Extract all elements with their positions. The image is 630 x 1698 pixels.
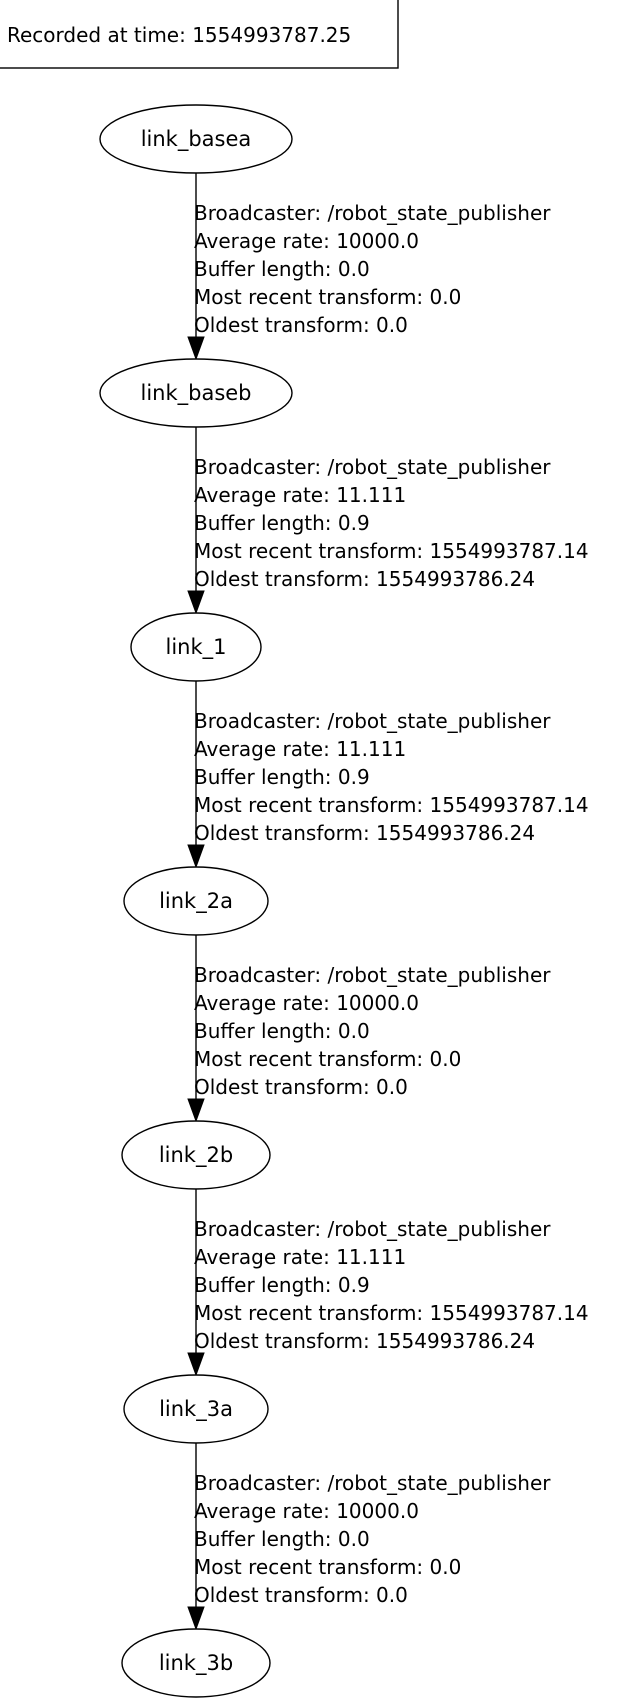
edge-label-line: Average rate: 11.111 — [194, 1245, 406, 1269]
edge-label-line: Buffer length: 0.0 — [194, 1019, 370, 1043]
node-label: link_baseb — [140, 381, 251, 406]
recorded-time-label: Recorded at time: 1554993787.25 — [7, 23, 351, 47]
node-label: link_2a — [159, 889, 233, 914]
arrowhead-icon — [187, 1098, 205, 1123]
edge-label-line: Average rate: 10000.0 — [194, 229, 419, 253]
node-link_3a[interactable]: link_3a — [123, 1374, 269, 1444]
edge-label-line: Average rate: 11.111 — [194, 737, 406, 761]
node-ellipse[interactable] — [123, 866, 269, 936]
edge-label-line: Average rate: 11.111 — [194, 483, 406, 507]
edge-label-line: Oldest transform: 0.0 — [194, 1583, 408, 1607]
edge-label-line: Broadcaster: /robot_state_publisher — [194, 455, 551, 479]
node-link_baseb[interactable]: link_baseb — [99, 358, 293, 428]
edge-label-line: Broadcaster: /robot_state_publisher — [194, 201, 551, 225]
edge-label-line: Buffer length: 0.9 — [194, 765, 370, 789]
node-link_2a[interactable]: link_2a — [123, 866, 269, 936]
arrowhead-icon — [187, 1606, 205, 1631]
node-link_2b[interactable]: link_2b — [121, 1120, 271, 1190]
node-label: link_3b — [159, 1651, 233, 1676]
nodes-layer: link_basea link_baseb link_1 link_2a link_2b… — [99, 104, 293, 1698]
node-ellipse[interactable] — [121, 1628, 271, 1698]
edge-label-line: Most recent transform: 0.0 — [194, 1555, 461, 1579]
edge-label-line: Broadcaster: /robot_state_publisher — [194, 1471, 551, 1495]
arrowhead-icon — [187, 844, 205, 869]
node-ellipse[interactable] — [130, 612, 262, 682]
edge-label-line: Buffer length: 0.0 — [194, 257, 370, 281]
edge-label-line: Oldest transform: 1554993786.24 — [194, 821, 535, 845]
edge-label-line: Broadcaster: /robot_state_publisher — [194, 963, 551, 987]
edge-label-line: Oldest transform: 0.0 — [194, 313, 408, 337]
edge-label-line: Broadcaster: /robot_state_publisher — [194, 709, 551, 733]
edge-label-line: Most recent transform: 1554993787.14 — [194, 793, 589, 817]
node-label: link_2b — [159, 1143, 233, 1168]
arrowhead-icon — [187, 336, 205, 361]
edge-label-line: Oldest transform: 1554993786.24 — [194, 1329, 535, 1353]
node-link_basea[interactable]: link_basea — [99, 104, 293, 174]
edge-label-line: Most recent transform: 0.0 — [194, 285, 461, 309]
edge-link_2b-to-link_3a: Broadcaster: /robot_state_publisher Avera… — [187, 1189, 589, 1377]
node-ellipse[interactable] — [121, 1120, 271, 1190]
edge-label-line: Buffer length: 0.9 — [194, 511, 370, 535]
edge-label-line: Broadcaster: /robot_state_publisher — [194, 1217, 551, 1241]
node-link_3b[interactable]: link_3b — [121, 1628, 271, 1698]
edge-link_3a-to-link_3b: Broadcaster: /robot_state_publisher Avera… — [187, 1443, 551, 1631]
arrowhead-icon — [187, 590, 205, 615]
node-ellipse[interactable] — [99, 358, 293, 428]
edge-link_2a-to-link_2b: Broadcaster: /robot_state_publisher Avera… — [187, 935, 551, 1123]
edge-link_baseb-to-link_1: Broadcaster: /robot_state_publisher Avera… — [187, 427, 589, 615]
edge-label-line: Buffer length: 0.9 — [194, 1273, 370, 1297]
edge-label-line: Most recent transform: 1554993787.14 — [194, 539, 589, 563]
edge-label-line: Oldest transform: 1554993786.24 — [194, 567, 535, 591]
node-link_1[interactable]: link_1 — [130, 612, 262, 682]
edge-link_1-to-link_2a: Broadcaster: /robot_state_publisher Avera… — [187, 681, 589, 869]
header-box-group: Recorded at time: 1554993787.25 — [0, 0, 399, 69]
edge-label-line: Average rate: 10000.0 — [194, 1499, 419, 1523]
edge-label-line: Oldest transform: 0.0 — [194, 1075, 408, 1099]
header-box — [0, 0, 399, 69]
edge-label-line: Average rate: 10000.0 — [194, 991, 419, 1015]
node-ellipse[interactable] — [123, 1374, 269, 1444]
arrowhead-icon — [187, 1352, 205, 1377]
node-label: link_1 — [165, 635, 226, 660]
edge-link_basea-to-link_baseb: Broadcaster: /robot_state_publisher Avera… — [187, 173, 551, 361]
node-label: link_basea — [141, 127, 252, 152]
edge-label-line: Most recent transform: 0.0 — [194, 1047, 461, 1071]
edges-layer: Broadcaster: /robot_state_publisher Avera… — [187, 173, 589, 1631]
edge-label-line: Most recent transform: 1554993787.14 — [194, 1301, 589, 1325]
node-ellipse[interactable] — [99, 104, 293, 174]
edge-label-line: Buffer length: 0.0 — [194, 1527, 370, 1551]
node-label: link_3a — [159, 1397, 233, 1422]
